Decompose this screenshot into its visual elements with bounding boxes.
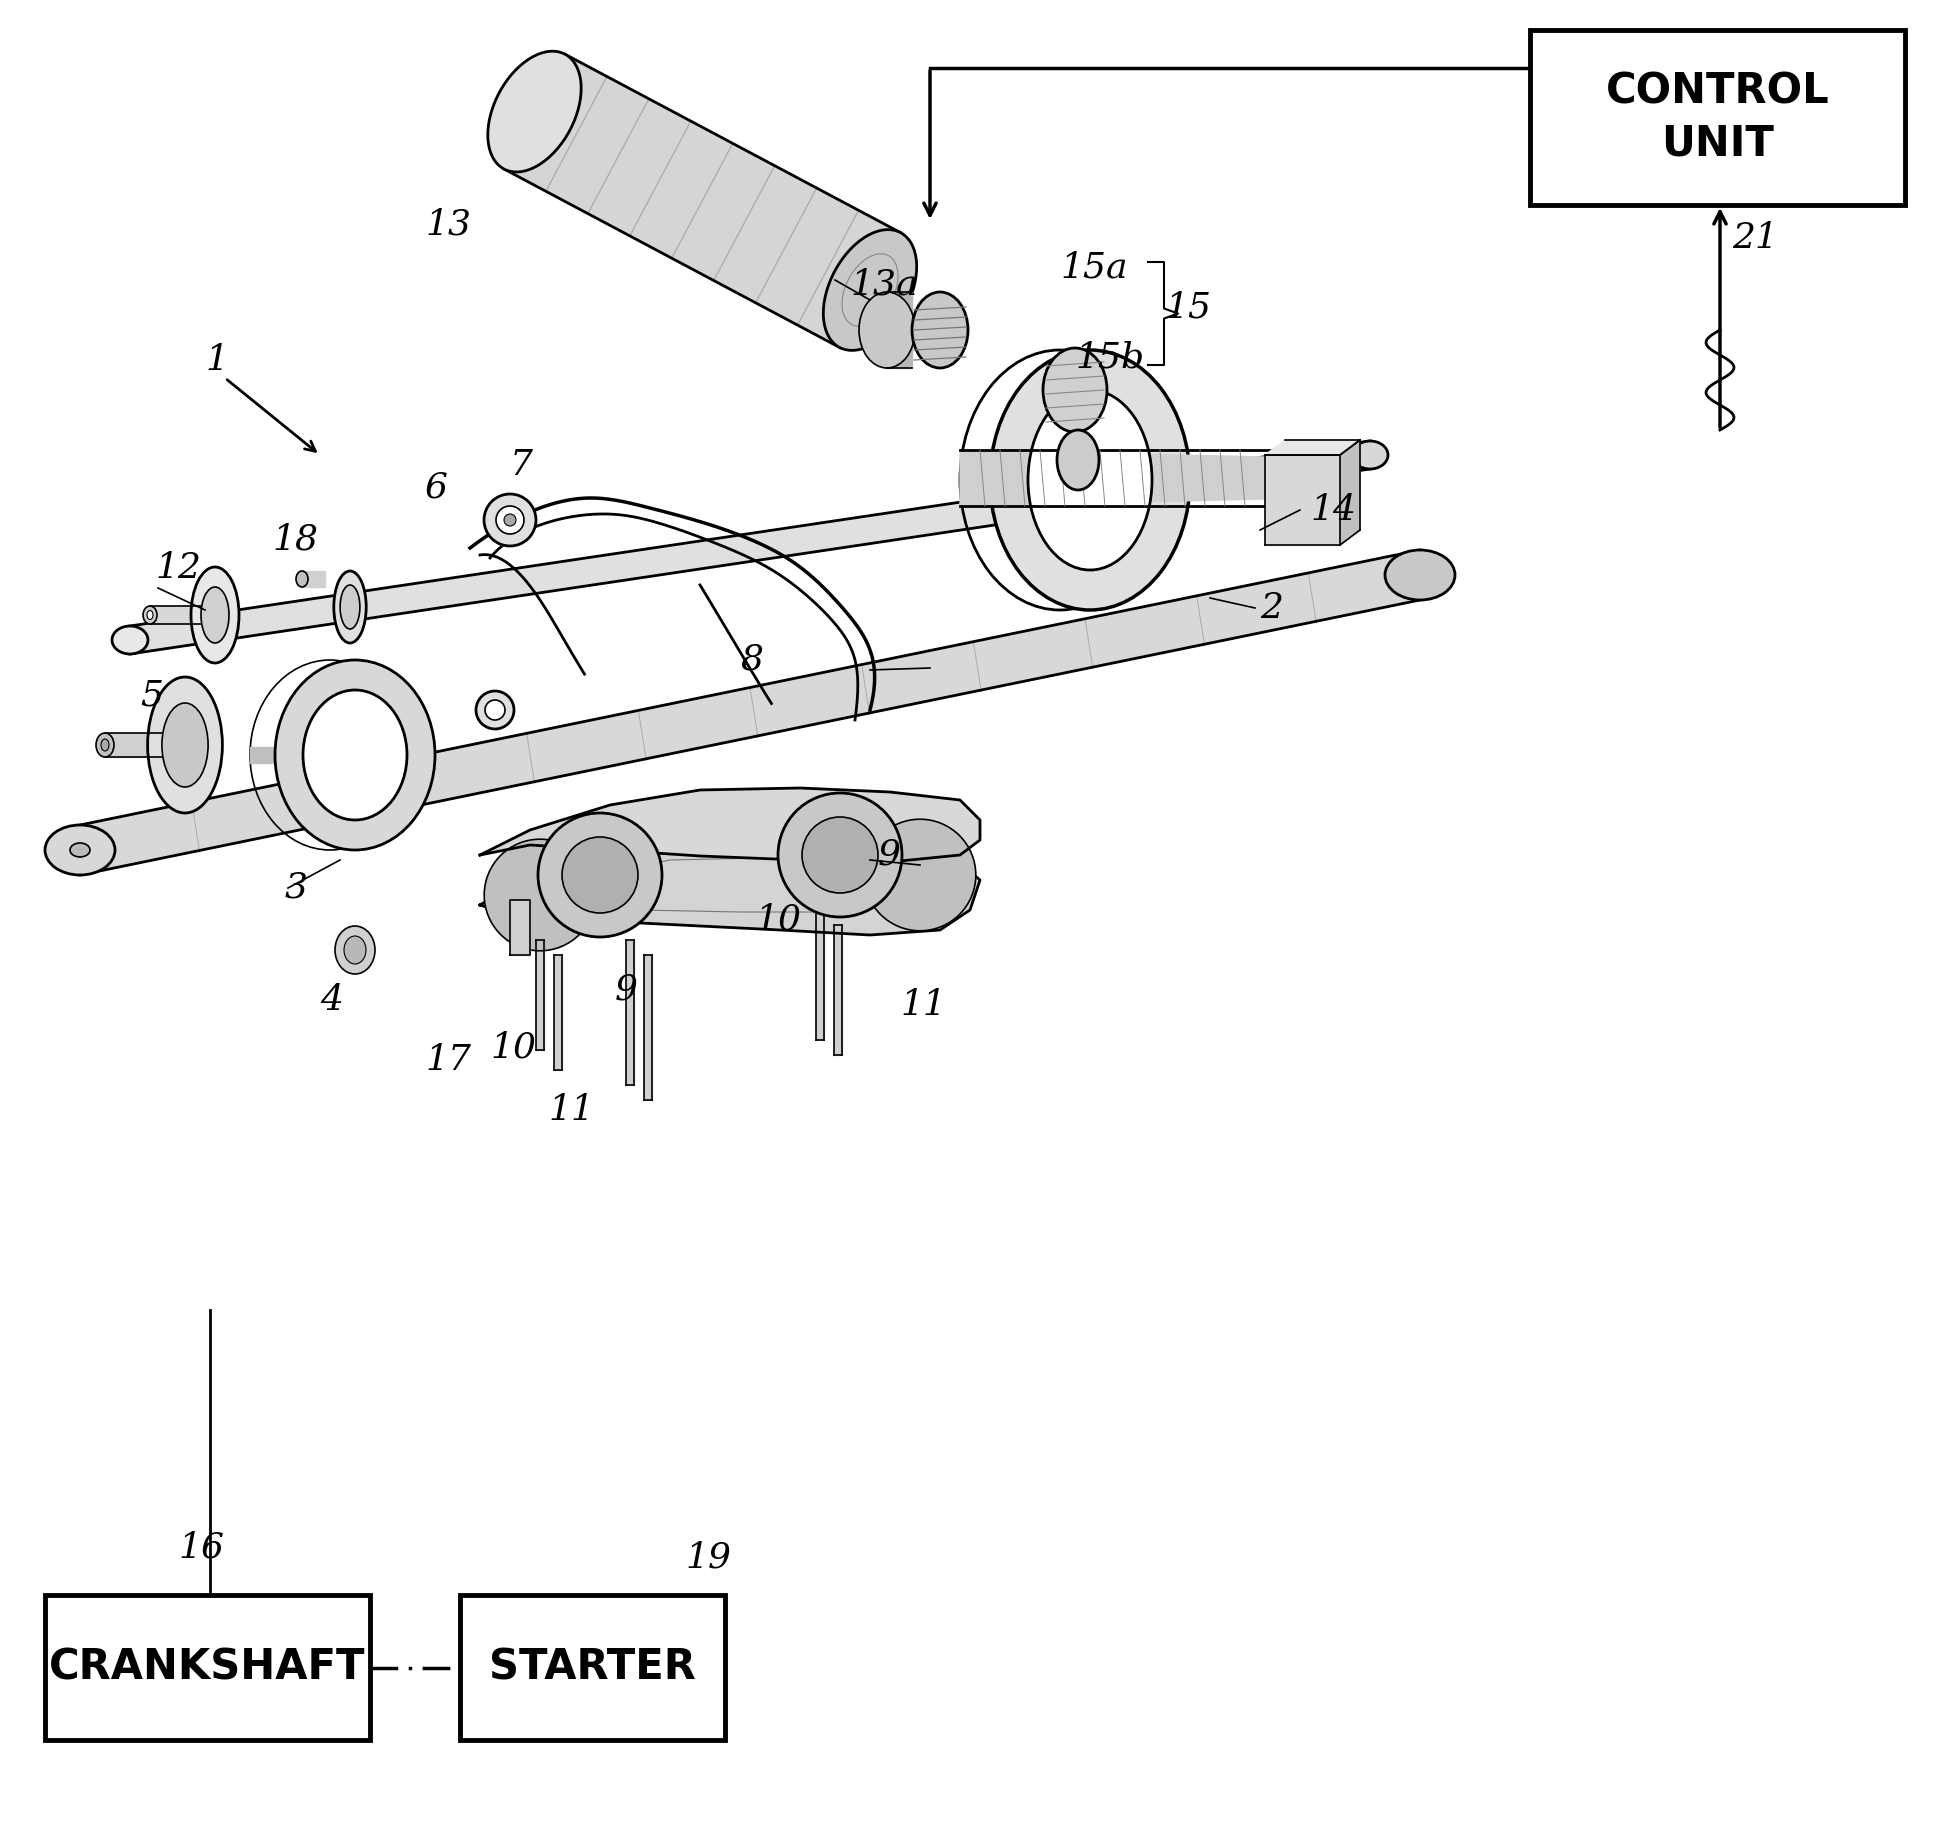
Text: 9: 9 [877, 839, 901, 872]
Text: 15a: 15a [1060, 251, 1128, 284]
Polygon shape [105, 732, 175, 758]
Ellipse shape [113, 626, 148, 653]
Text: 17: 17 [426, 1042, 471, 1077]
Text: 9: 9 [615, 973, 638, 1007]
Ellipse shape [484, 699, 506, 719]
Ellipse shape [296, 571, 307, 587]
Text: 8: 8 [739, 642, 762, 677]
Text: 2: 2 [1260, 591, 1284, 626]
Bar [461, 1595, 725, 1740]
Ellipse shape [191, 567, 239, 662]
Polygon shape [150, 606, 206, 624]
Ellipse shape [70, 842, 89, 857]
Ellipse shape [335, 571, 366, 642]
Polygon shape [644, 954, 652, 1099]
Polygon shape [834, 925, 842, 1055]
Polygon shape [961, 464, 990, 495]
Text: 4: 4 [321, 984, 342, 1017]
Ellipse shape [101, 740, 109, 751]
Ellipse shape [484, 494, 537, 547]
Ellipse shape [45, 826, 115, 875]
Polygon shape [887, 292, 912, 369]
Ellipse shape [148, 611, 154, 620]
Text: CRANKSHAFT: CRANKSHAFT [49, 1646, 366, 1688]
Ellipse shape [477, 692, 513, 728]
Ellipse shape [488, 51, 582, 172]
Ellipse shape [335, 927, 375, 974]
Text: 14: 14 [1311, 494, 1356, 527]
Polygon shape [1264, 455, 1340, 545]
Text: 11: 11 [548, 1094, 593, 1127]
Ellipse shape [823, 229, 916, 350]
Polygon shape [130, 440, 1369, 653]
Text: 21: 21 [1731, 220, 1778, 255]
Ellipse shape [200, 587, 230, 642]
Text: 11: 11 [901, 987, 945, 1022]
Polygon shape [554, 954, 562, 1070]
Ellipse shape [1385, 550, 1455, 600]
Text: 1: 1 [204, 343, 228, 376]
Polygon shape [301, 571, 325, 587]
Text: 6: 6 [426, 472, 447, 505]
Ellipse shape [1056, 429, 1099, 490]
Ellipse shape [801, 817, 877, 894]
Polygon shape [480, 840, 980, 936]
Polygon shape [510, 899, 529, 954]
Ellipse shape [1352, 440, 1389, 470]
Ellipse shape [161, 703, 208, 787]
Ellipse shape [539, 813, 661, 938]
Text: STARTER: STARTER [488, 1646, 696, 1688]
Polygon shape [480, 787, 980, 862]
Text: 3: 3 [286, 872, 307, 905]
Text: 13a: 13a [850, 268, 918, 303]
Polygon shape [626, 940, 634, 1084]
Polygon shape [1264, 440, 1360, 455]
Ellipse shape [864, 818, 976, 930]
Text: 16: 16 [179, 1530, 224, 1565]
Ellipse shape [95, 732, 115, 758]
Polygon shape [537, 940, 545, 1050]
Bar [1531, 29, 1904, 206]
Ellipse shape [340, 585, 360, 629]
Polygon shape [80, 550, 1420, 875]
Ellipse shape [148, 677, 222, 813]
Ellipse shape [484, 839, 595, 951]
Ellipse shape [344, 936, 366, 963]
Ellipse shape [912, 292, 969, 369]
Polygon shape [1340, 440, 1360, 545]
Text: CONTROL
UNIT: CONTROL UNIT [1607, 70, 1830, 165]
Polygon shape [961, 450, 1311, 506]
Ellipse shape [496, 506, 523, 534]
Text: 10: 10 [490, 1031, 537, 1064]
Text: 12: 12 [156, 550, 200, 585]
Polygon shape [817, 910, 825, 1040]
Ellipse shape [990, 350, 1190, 609]
Text: 10: 10 [755, 903, 801, 938]
Text: 18: 18 [272, 523, 317, 558]
Ellipse shape [504, 514, 515, 527]
Text: 13: 13 [426, 207, 471, 242]
Text: 15: 15 [1165, 292, 1212, 325]
Ellipse shape [274, 661, 436, 850]
Ellipse shape [778, 793, 902, 918]
Bar [45, 1595, 370, 1740]
Ellipse shape [1029, 391, 1151, 571]
Ellipse shape [303, 690, 407, 820]
Text: 19: 19 [685, 1541, 731, 1574]
Ellipse shape [562, 837, 638, 914]
Polygon shape [251, 747, 274, 763]
Text: 5: 5 [140, 677, 163, 712]
Text: 15b: 15b [1076, 341, 1144, 374]
Polygon shape [504, 55, 901, 347]
Ellipse shape [144, 606, 158, 624]
Ellipse shape [1043, 349, 1107, 431]
Text: 7: 7 [510, 448, 533, 483]
Ellipse shape [860, 292, 914, 369]
